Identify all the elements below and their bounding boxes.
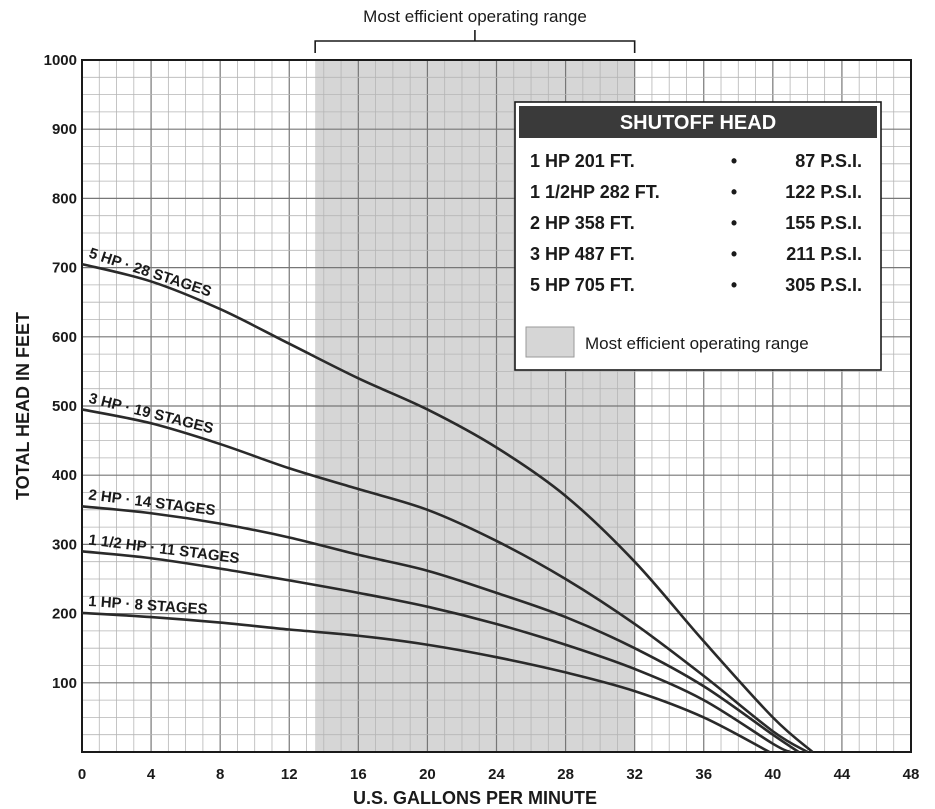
- y-tick-label: 1000: [44, 52, 77, 69]
- legend-row-hp: 1 HP 201 FT.: [530, 151, 635, 171]
- curve-line: [81, 408, 809, 754]
- legend-row-psi: 155 P.S.I.: [785, 213, 862, 233]
- y-tick-label: 300: [52, 536, 77, 553]
- x-tick-label: 12: [281, 766, 298, 783]
- legend-row-dot: •: [731, 151, 737, 171]
- y-tick-label: 500: [52, 398, 77, 415]
- efficient-range-title: Most efficient operating range: [363, 7, 587, 26]
- x-tick-label: 44: [834, 766, 851, 783]
- shutoff-head-legend: SHUTOFF HEAD 1 HP 201 FT. • 87 P.S.I. 1 …: [514, 101, 882, 371]
- y-tick-label: 400: [52, 467, 77, 484]
- curve-line: [81, 505, 800, 754]
- x-tick-label: 8: [216, 766, 224, 783]
- legend-row-psi: 87 P.S.I.: [795, 151, 862, 171]
- legend-swatch-label: Most efficient operating range: [585, 334, 809, 353]
- x-tick-label: 40: [764, 766, 781, 783]
- legend-row-dot: •: [731, 213, 737, 233]
- y-tick-label: 100: [52, 675, 77, 692]
- x-tick-label: 48: [903, 766, 920, 783]
- x-axis-title: U.S. GALLONS PER MINUTE: [353, 788, 597, 808]
- legend-row-hp: 1 1/2HP 282 FT.: [530, 182, 660, 202]
- legend-row-psi: 211 P.S.I.: [786, 244, 862, 264]
- curve-line: [81, 262, 814, 753]
- legend-row-dot: •: [731, 244, 737, 264]
- x-tick-label: 4: [147, 766, 156, 783]
- pump-curves: [81, 262, 814, 754]
- x-tick-label: 36: [695, 766, 712, 783]
- legend-box: [514, 101, 882, 371]
- legend-row-psi: 305 P.S.I.: [785, 275, 862, 295]
- x-tick-label: 16: [350, 766, 367, 783]
- x-tick-label: 0: [78, 766, 86, 783]
- y-tick-label: 200: [52, 606, 77, 623]
- legend-header: [519, 106, 877, 138]
- y-tick-label: 800: [52, 190, 77, 207]
- axis-ticks: 0 4 8 12 16 20 24 28 32 36 40 44 4810020030040050060…: [44, 52, 920, 783]
- legend-row-dot: •: [731, 275, 737, 295]
- plot-frame: [81, 59, 912, 753]
- legend-row-hp: 5 HP 705 FT.: [530, 275, 635, 295]
- x-tick-label: 32: [626, 766, 643, 783]
- legend-title: SHUTOFF HEAD: [620, 112, 776, 134]
- y-tick-label: 900: [52, 121, 77, 138]
- legend-row-hp: 2 HP 358 FT.: [530, 213, 635, 233]
- x-tick-label: 20: [419, 766, 436, 783]
- legend-swatch: [525, 326, 575, 358]
- x-tick-label: 28: [557, 766, 574, 783]
- x-tick-label: 24: [488, 766, 505, 783]
- curve-line: [81, 611, 770, 754]
- y-tick-label: 700: [52, 260, 77, 277]
- legend-row-hp: 3 HP 487 FT.: [530, 244, 635, 264]
- curve-line: [81, 550, 791, 754]
- efficient-range-bracket: [314, 30, 636, 53]
- legend-row-dot: •: [731, 182, 737, 202]
- y-axis-title: TOTAL HEAD IN FEET: [13, 312, 33, 500]
- legend-row-psi: 122 P.S.I.: [785, 182, 862, 202]
- y-tick-label: 600: [52, 329, 77, 346]
